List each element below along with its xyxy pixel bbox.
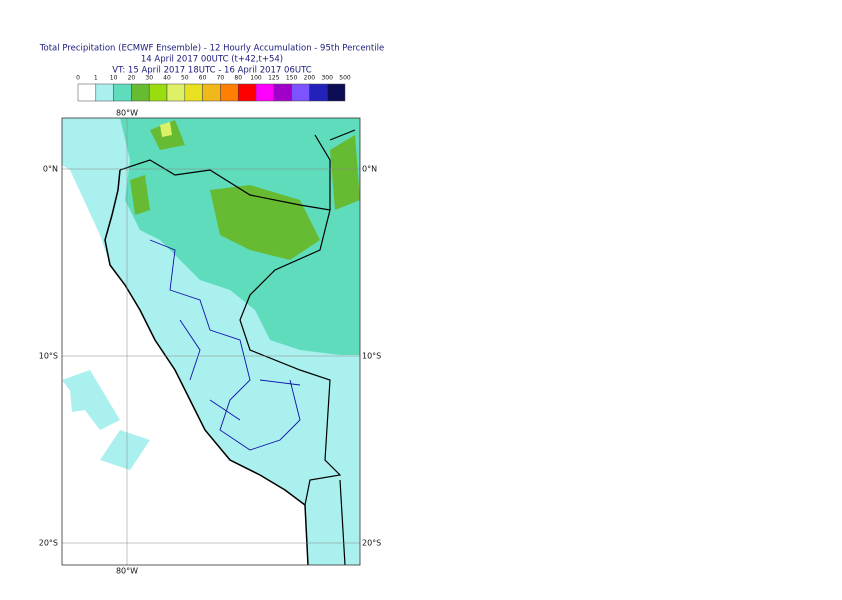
lon-label: 80°W	[116, 567, 138, 576]
lat-label: 10°S	[362, 352, 381, 361]
colorbar-label: 1	[94, 75, 98, 82]
precip-heavy	[130, 120, 360, 260]
borders	[119, 129, 356, 565]
colorbar-box	[255, 83, 275, 102]
graticule	[62, 118, 360, 565]
colorbar-label: 40	[163, 75, 171, 82]
colorbar: 0 1 10 20 30 40 50 60 70 80 100 125 150 200 300 500	[76, 75, 351, 102]
lon-label: 80°W	[116, 109, 138, 118]
map-frame	[61, 117, 361, 566]
colorbar-box	[95, 83, 114, 102]
regions	[149, 239, 301, 451]
colorbar-box	[291, 83, 310, 102]
precip-peak	[160, 122, 172, 137]
coastline	[104, 169, 309, 565]
colorbar-box	[77, 83, 97, 102]
colorbar-box	[237, 83, 257, 102]
map: 0°N 0°N 10°S 10°S 20°S 20°S 80°W 80°W	[39, 109, 382, 576]
colorbar-box	[326, 83, 346, 102]
colorbar-label: 20	[128, 75, 136, 82]
colorbar-label: 300	[321, 75, 333, 82]
valid-time: VT: 15 April 2017 18UTC - 16 April 2017 …	[112, 66, 311, 76]
colorbar-box	[202, 83, 221, 102]
colorbar-box	[184, 83, 203, 102]
colorbar-label: 500	[339, 75, 351, 82]
lat-label: 20°S	[39, 539, 58, 548]
colorbar-label: 80	[234, 75, 242, 82]
colorbar-box	[309, 83, 328, 102]
colorbar-box	[131, 83, 150, 102]
colorbar-label: 50	[181, 75, 189, 82]
colorbar-label: 30	[145, 75, 153, 82]
lat-label: 0°N	[362, 165, 377, 174]
colorbar-label: 70	[217, 75, 225, 82]
colorbar-box	[273, 83, 292, 102]
colorbar-box	[113, 83, 132, 102]
colorbar-label: 60	[199, 75, 207, 82]
run-time: 14 April 2017 00UTC (t+42,t+54)	[141, 55, 283, 65]
lat-label: 0°N	[43, 165, 58, 174]
lat-label: 20°S	[362, 539, 381, 548]
colorbar-label: 200	[304, 75, 316, 82]
colorbar-label: 10	[110, 75, 118, 82]
lat-label: 10°S	[39, 352, 58, 361]
precip-ocean	[62, 370, 150, 470]
colorbar-box	[148, 83, 168, 102]
title: Total Precipitation (ECMWF Ensemble) - 1…	[39, 44, 384, 54]
colorbar-box	[166, 83, 186, 102]
colorbar-label: 150	[286, 75, 298, 82]
colorbar-label: 0	[76, 75, 80, 82]
colorbar-label: 100	[250, 75, 262, 82]
colorbar-label: 125	[268, 75, 280, 82]
colorbar-box	[220, 83, 239, 102]
